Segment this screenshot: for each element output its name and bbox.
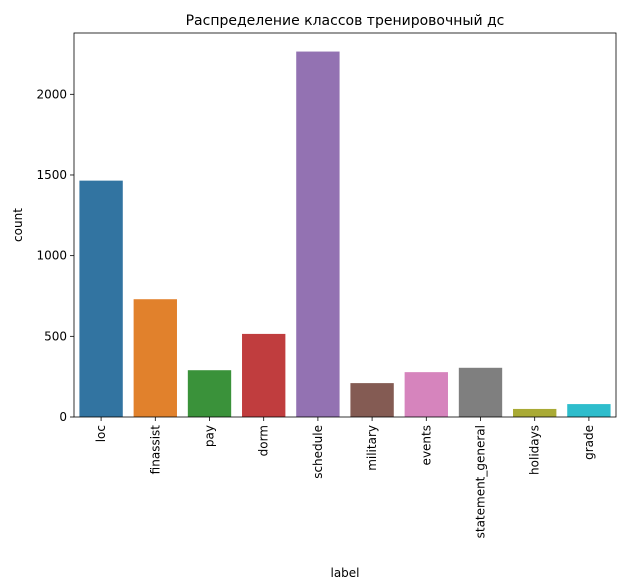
bar-military [350, 383, 394, 417]
y-axis-label: count [11, 208, 25, 242]
bar-dorm [242, 333, 286, 417]
x-axis-label: label [330, 566, 359, 580]
x-axis-ticks: loc finassist pay dorm schedule military event… [94, 417, 596, 538]
bar-statement_general [458, 367, 503, 417]
bar-loc [79, 180, 123, 417]
bar-holidays [513, 408, 557, 417]
y-tick-label: 500 [44, 329, 67, 343]
x-tick-label: finassist [148, 425, 162, 475]
bar-grade [567, 404, 611, 417]
y-tick-label: 1500 [36, 168, 67, 182]
x-tick-label: statement_general [474, 425, 488, 538]
x-tick-label: events [419, 425, 433, 465]
x-tick-label: dorm [257, 425, 271, 456]
x-tick-label: holidays [528, 425, 542, 475]
x-tick-label: military [365, 425, 379, 471]
chart-title: Распределение классов тренировочный дс [186, 13, 505, 29]
y-tick-label: 0 [59, 410, 67, 424]
y-axis-ticks: 0 500 1000 1500 2000 [36, 87, 74, 424]
bar-events [404, 372, 448, 417]
bar-finassist [133, 299, 177, 417]
x-tick-label: loc [94, 425, 108, 442]
x-tick-label: schedule [311, 425, 325, 479]
y-tick-label: 2000 [36, 87, 67, 101]
x-tick-label: pay [203, 425, 217, 447]
y-tick-label: 1000 [36, 249, 67, 263]
bar-schedule [296, 51, 340, 417]
bars [79, 51, 611, 417]
x-tick-label: grade [582, 425, 596, 460]
plot-frame [73, 32, 617, 418]
bar-pay [187, 370, 232, 417]
